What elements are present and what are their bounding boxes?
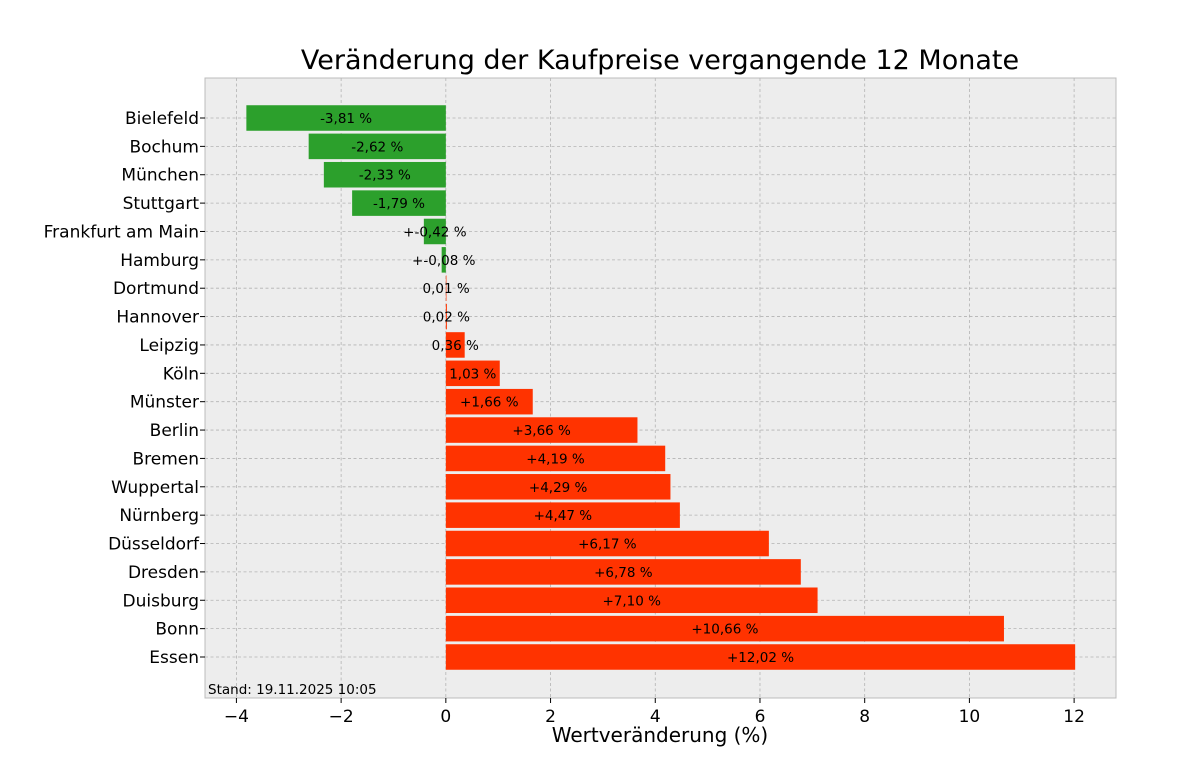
bar — [445, 360, 500, 387]
y-tick-label: Duisburg — [123, 591, 200, 611]
bar-value-label: 1,03 % — [449, 366, 496, 382]
bar-value-label: +10,66 % — [691, 622, 758, 638]
y-tick-label: Essen — [149, 648, 199, 668]
y-tick-label: Bonn — [155, 620, 199, 640]
bar-value-label: +4,29 % — [529, 480, 588, 496]
bar — [445, 644, 1076, 670]
chart-title: Veränderung der Kaufpreise vergangende 1… — [301, 45, 1019, 76]
bar-value-label: +-0,08 % — [412, 253, 476, 269]
bar-value-label: +4,47 % — [534, 508, 593, 524]
bar-value-label: -2,62 % — [351, 139, 403, 155]
x-axis-ticks: −4 −2 0 2 4 6 8 10 12 — [224, 698, 1085, 727]
bar — [445, 559, 801, 585]
bar-value-label: +3,66 % — [512, 423, 571, 439]
bar — [445, 303, 447, 330]
bar — [323, 161, 446, 188]
bar — [445, 275, 447, 301]
bar-value-label: 0,01 % — [423, 281, 470, 297]
y-tick-label: Hannover — [116, 308, 199, 328]
y-tick-label: Bielefeld — [125, 109, 199, 129]
bars — [246, 105, 1076, 670]
bar-value-label: 0,02 % — [423, 310, 470, 326]
bar-value-label: -1,79 % — [373, 196, 425, 212]
bar-value-label: +6,17 % — [578, 537, 637, 553]
x-tick-label: 0 — [440, 707, 451, 727]
x-tick-label: 4 — [650, 707, 661, 727]
bar — [445, 445, 666, 472]
x-tick-label: −2 — [329, 707, 354, 727]
bar-value-label: +7,10 % — [602, 593, 661, 609]
x-tick-label: 10 — [959, 707, 981, 727]
bar — [246, 105, 446, 131]
x-tick-label: 12 — [1063, 707, 1085, 727]
y-tick-label: München — [121, 166, 199, 186]
y-tick-label: Düsseldorf — [108, 535, 200, 555]
bar — [445, 615, 1004, 642]
bar — [445, 530, 769, 557]
bar — [445, 474, 671, 500]
y-tick-label: Wuppertal — [111, 478, 199, 498]
bar — [352, 190, 446, 216]
y-axis-ticks: Bielefeld Bochum München Stuttgart Frankfurt… — [44, 109, 205, 668]
bar-labels: -3,81 % -2,62 % -2,33 % -1,79 % +-0,42 % +-0,… — [320, 111, 794, 666]
y-tick-label: Frankfurt am Main — [44, 222, 199, 242]
bar — [445, 332, 465, 358]
y-tick-label: Münster — [130, 393, 199, 413]
bar-value-label: +-0,42 % — [403, 224, 467, 240]
y-tick-label: Hamburg — [120, 251, 199, 271]
bar-value-label: +6,78 % — [594, 565, 653, 581]
bar — [441, 247, 446, 273]
x-tick-label: 8 — [859, 707, 870, 727]
x-tick-label: 6 — [755, 707, 766, 727]
y-tick-label: Berlin — [150, 421, 199, 441]
bar-value-label: +1,66 % — [460, 395, 519, 411]
y-tick-label: Dresden — [128, 563, 199, 583]
bar — [308, 133, 446, 160]
x-axis-label: Wertveränderung (%) — [552, 723, 769, 747]
bar — [445, 587, 818, 614]
y-tick-label: Bochum — [129, 137, 199, 157]
bar-value-label: 0,36 % — [432, 338, 479, 354]
footnote: Stand: 19.11.2025 10:05 — [208, 682, 377, 698]
y-tick-label: Leipzig — [139, 336, 199, 356]
x-tick-label: −4 — [224, 707, 249, 727]
y-tick-label: Dortmund — [113, 279, 199, 299]
bar-value-label: +12,02 % — [727, 650, 794, 666]
x-tick-label: 2 — [545, 707, 556, 727]
y-tick-label: Nürnberg — [119, 506, 199, 526]
y-tick-label: Köln — [163, 364, 199, 384]
bar-value-label: -3,81 % — [320, 111, 372, 127]
y-tick-label: Bremen — [132, 449, 199, 469]
bar — [445, 502, 680, 528]
bar — [445, 388, 533, 415]
bar — [445, 417, 638, 443]
bar-value-label: +4,19 % — [526, 451, 585, 467]
bar-value-label: -2,33 % — [359, 168, 411, 184]
bar — [423, 218, 446, 245]
y-tick-label: Stuttgart — [123, 194, 200, 214]
